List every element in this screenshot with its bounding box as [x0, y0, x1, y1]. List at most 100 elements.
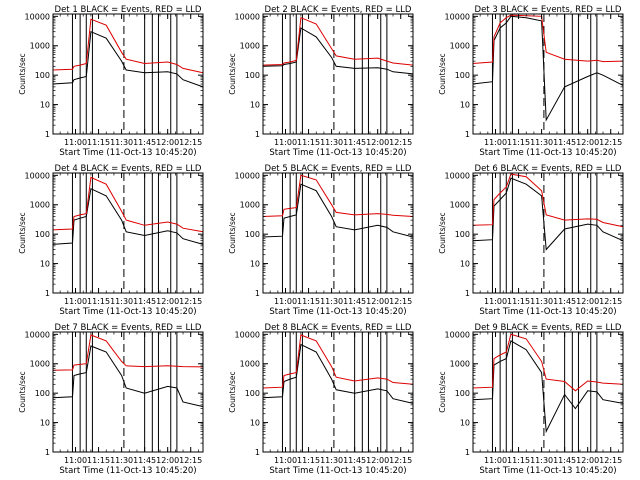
x-axis-label: Start Time (11-Oct-13 10:45:20) [479, 148, 616, 158]
x-axis-label: Start Time (11-Oct-13 10:45:20) [269, 466, 406, 476]
x-tick-label: 12:15 [179, 138, 202, 147]
y-tick-label: 1 [255, 130, 260, 139]
x-tick-label: 12:00 [366, 138, 389, 147]
y-axis-label: Counts/sec [228, 212, 237, 253]
events-series-line [52, 345, 204, 408]
events-series-line [262, 343, 414, 404]
y-tick-label: 10 [250, 101, 260, 110]
plot-frame [262, 172, 414, 294]
lld-series-line [262, 16, 414, 66]
y-tick-label: 10000 [235, 12, 260, 21]
x-tick-label: 11:30 [110, 456, 133, 465]
y-tick-label: 10000 [25, 12, 50, 21]
plot-frame [472, 13, 624, 135]
chart-title: Det 8 BLACK = Events, RED = LLD [265, 323, 412, 333]
chart-panel: 1 10 100 1000 10000 11:00 11:15 11:30 11:45 12:00… [18, 5, 204, 158]
plot-frame [52, 331, 204, 453]
events-series-line [262, 27, 414, 75]
legend-text: BLACK = Events, RED = LLD [80, 323, 201, 333]
legend-text: BLACK = Events, RED = LLD [500, 164, 621, 174]
x-tick-label: 11:30 [530, 138, 553, 147]
detector-label: Det 8 [265, 323, 291, 333]
lld-series-line [472, 173, 624, 228]
y-axis-label: Counts/sec [18, 53, 27, 94]
x-tick-label: 12:00 [366, 456, 389, 465]
y-tick-label: 1 [255, 289, 260, 298]
detector-label: Det 9 [475, 323, 501, 333]
y-tick-label: 10000 [25, 330, 50, 339]
y-tick-label: 100 [35, 230, 50, 239]
events-series-line [52, 30, 204, 88]
y-tick-label: 1000 [450, 201, 470, 210]
x-axis-label: Start Time (11-Oct-13 10:45:20) [59, 307, 196, 317]
x-tick-label: 11:00 [274, 138, 297, 147]
y-axis-label: Counts/sec [438, 371, 447, 412]
x-tick-label: 12:15 [179, 297, 202, 306]
x-tick-label: 11:15 [87, 456, 110, 465]
x-tick-label: 12:00 [366, 297, 389, 306]
x-tick-label: 11:00 [484, 138, 507, 147]
x-tick-label: 11:00 [64, 456, 87, 465]
x-tick-label: 11:00 [64, 297, 87, 306]
lld-series-line [52, 176, 204, 233]
x-tick-label: 12:15 [389, 297, 412, 306]
y-axis-label: Counts/sec [438, 212, 447, 253]
detector-label: Det 1 [55, 5, 81, 15]
x-tick-label: 12:15 [599, 456, 622, 465]
x-tick-label: 11:00 [484, 297, 507, 306]
x-axis-label: Start Time (11-Oct-13 10:45:20) [269, 148, 406, 158]
detector-label: Det 6 [475, 164, 501, 174]
y-tick-label: 10000 [445, 330, 470, 339]
x-tick-label: 12:15 [599, 297, 622, 306]
x-tick-label: 11:15 [87, 297, 110, 306]
y-tick-label: 10000 [445, 171, 470, 180]
detector-label: Det 3 [475, 5, 501, 15]
y-tick-label: 1000 [240, 42, 260, 51]
chart-title: Det 6 BLACK = Events, RED = LLD [475, 164, 622, 174]
x-tick-label: 12:15 [179, 456, 202, 465]
x-tick-label: 11:45 [343, 456, 366, 465]
y-tick-label: 1000 [240, 360, 260, 369]
y-tick-label: 100 [35, 71, 50, 80]
y-tick-label: 100 [245, 389, 260, 398]
x-tick-label: 11:30 [320, 456, 343, 465]
lld-series-line [262, 174, 414, 217]
y-tick-label: 1000 [240, 201, 260, 210]
y-tick-label: 1000 [30, 201, 50, 210]
y-axis-label: Counts/sec [438, 53, 447, 94]
y-tick-label: 100 [35, 389, 50, 398]
x-tick-label: 11:15 [507, 456, 530, 465]
y-tick-label: 10 [250, 419, 260, 428]
events-series-line [472, 177, 624, 251]
x-tick-label: 12:00 [576, 138, 599, 147]
x-tick-label: 12:15 [599, 138, 622, 147]
x-tick-label: 11:30 [320, 138, 343, 147]
y-tick-label: 10 [460, 101, 470, 110]
legend-text: BLACK = Events, RED = LLD [290, 5, 411, 15]
x-tick-label: 11:30 [530, 297, 553, 306]
x-tick-label: 12:00 [156, 297, 179, 306]
legend-text: BLACK = Events, RED = LLD [290, 323, 411, 333]
y-tick-label: 1000 [450, 42, 470, 51]
y-tick-label: 1 [45, 289, 50, 298]
chart-title: Det 1 BLACK = Events, RED = LLD [55, 5, 202, 15]
y-tick-label: 10000 [235, 171, 260, 180]
x-tick-label: 11:15 [297, 456, 320, 465]
y-tick-label: 10 [40, 419, 50, 428]
plot-frame [262, 331, 414, 453]
chart-panel: 1 10 100 1000 10000 11:00 11:15 11:30 11:45 12:00… [438, 164, 624, 317]
chart-title: Det 7 BLACK = Events, RED = LLD [55, 323, 202, 333]
y-tick-label: 1 [45, 130, 50, 139]
events-series-line [52, 187, 204, 245]
x-tick-label: 11:30 [320, 297, 343, 306]
y-tick-label: 10 [250, 260, 260, 269]
chart-title: Det 4 BLACK = Events, RED = LLD [55, 164, 202, 174]
legend-text: BLACK = Events, RED = LLD [500, 5, 621, 15]
lld-series-line [52, 334, 204, 371]
y-tick-label: 100 [455, 230, 470, 239]
chart-panel: 1 10 100 1000 10000 11:00 11:15 11:30 11:45 12:00… [438, 5, 624, 158]
y-tick-label: 100 [455, 389, 470, 398]
y-tick-label: 1 [465, 130, 470, 139]
x-tick-label: 11:45 [553, 297, 576, 306]
